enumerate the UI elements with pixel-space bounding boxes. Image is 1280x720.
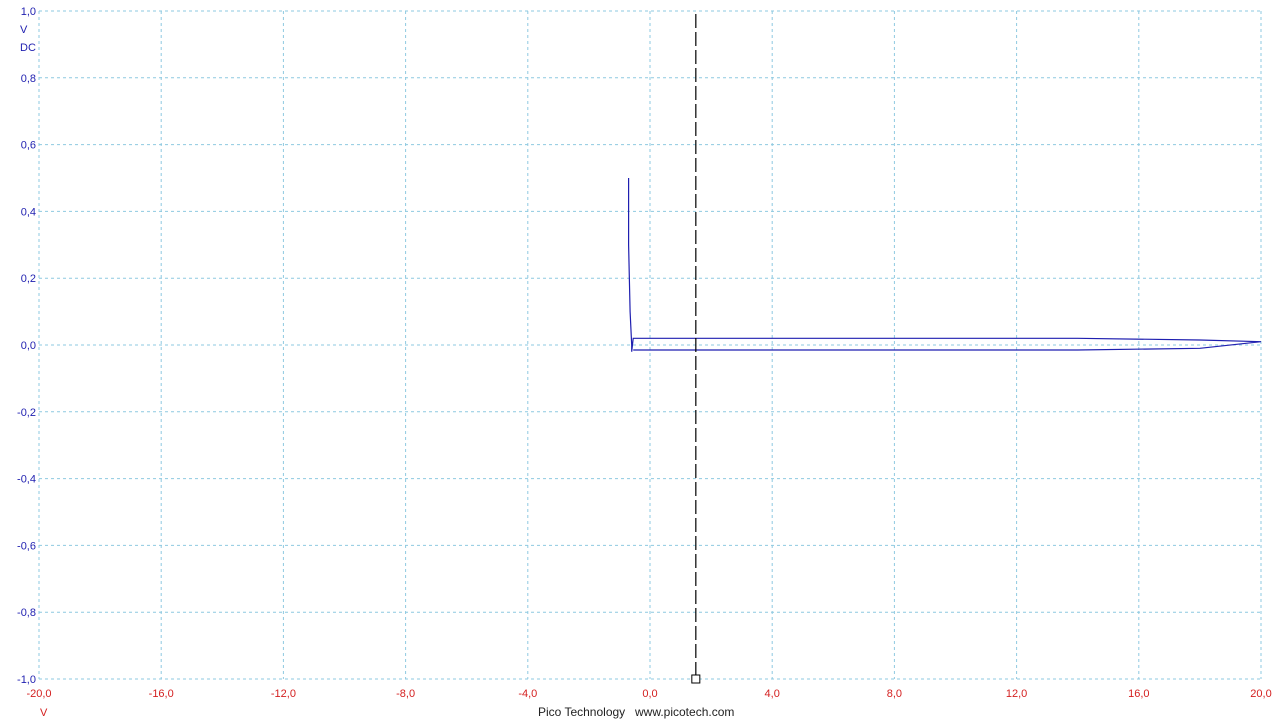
x-tick-label: 8,0	[887, 688, 902, 700]
y-tick-label: 0,0	[21, 340, 36, 352]
x-tick-label: 16,0	[1128, 688, 1149, 700]
y-tick-label: 0,2	[21, 273, 36, 285]
y-tick-label: 0,6	[21, 140, 36, 152]
x-tick-label: -8,0	[396, 688, 415, 700]
x-unit-label: V	[40, 707, 48, 719]
y-unit-label: V	[20, 24, 28, 36]
y-tick-label: -0,6	[17, 540, 36, 552]
y-tick-label: -0,4	[17, 474, 36, 486]
y-tick-label: -0,8	[17, 607, 36, 619]
y-coupling-label: DC	[20, 42, 36, 54]
grid	[38, 10, 1262, 680]
y-tick-label: 0,4	[21, 206, 36, 218]
trace-layer	[627, 178, 1262, 352]
x-tick-label: -4,0	[518, 688, 537, 700]
x-tick-label: 0,0	[642, 688, 657, 700]
y-tick-label: -1,0	[17, 674, 36, 686]
y-tick-label: -0,2	[17, 407, 36, 419]
x-tick-label: 20,0	[1250, 688, 1271, 700]
y-tick-label: 0,8	[21, 73, 36, 85]
x-tick-label: -20,0	[26, 688, 51, 700]
signal-trace	[627, 178, 1262, 352]
x-tick-label: 12,0	[1006, 688, 1027, 700]
x-tick-label: -12,0	[271, 688, 296, 700]
y-tick-label: 1,0	[21, 6, 36, 18]
cursor-layer[interactable]	[691, 14, 701, 684]
footer-brand: Pico Technology	[538, 705, 625, 719]
x-tick-label: 4,0	[765, 688, 780, 700]
cursor-handle[interactable]	[691, 674, 701, 684]
x-tick-label: -16,0	[149, 688, 174, 700]
footer-url[interactable]: www.picotech.com	[634, 705, 734, 719]
x-axis-ticks: -20,0 -16,0 -12,0 -8,0 -4,0 0,0 4,0 8,0 12,0 16,0…	[26, 688, 1271, 700]
y-axis-ticks: 1,0 0,8 0,6 0,4 0,2 0,0 -0,2 -0,4 -0,6 -0,8 -1,0	[17, 6, 36, 686]
